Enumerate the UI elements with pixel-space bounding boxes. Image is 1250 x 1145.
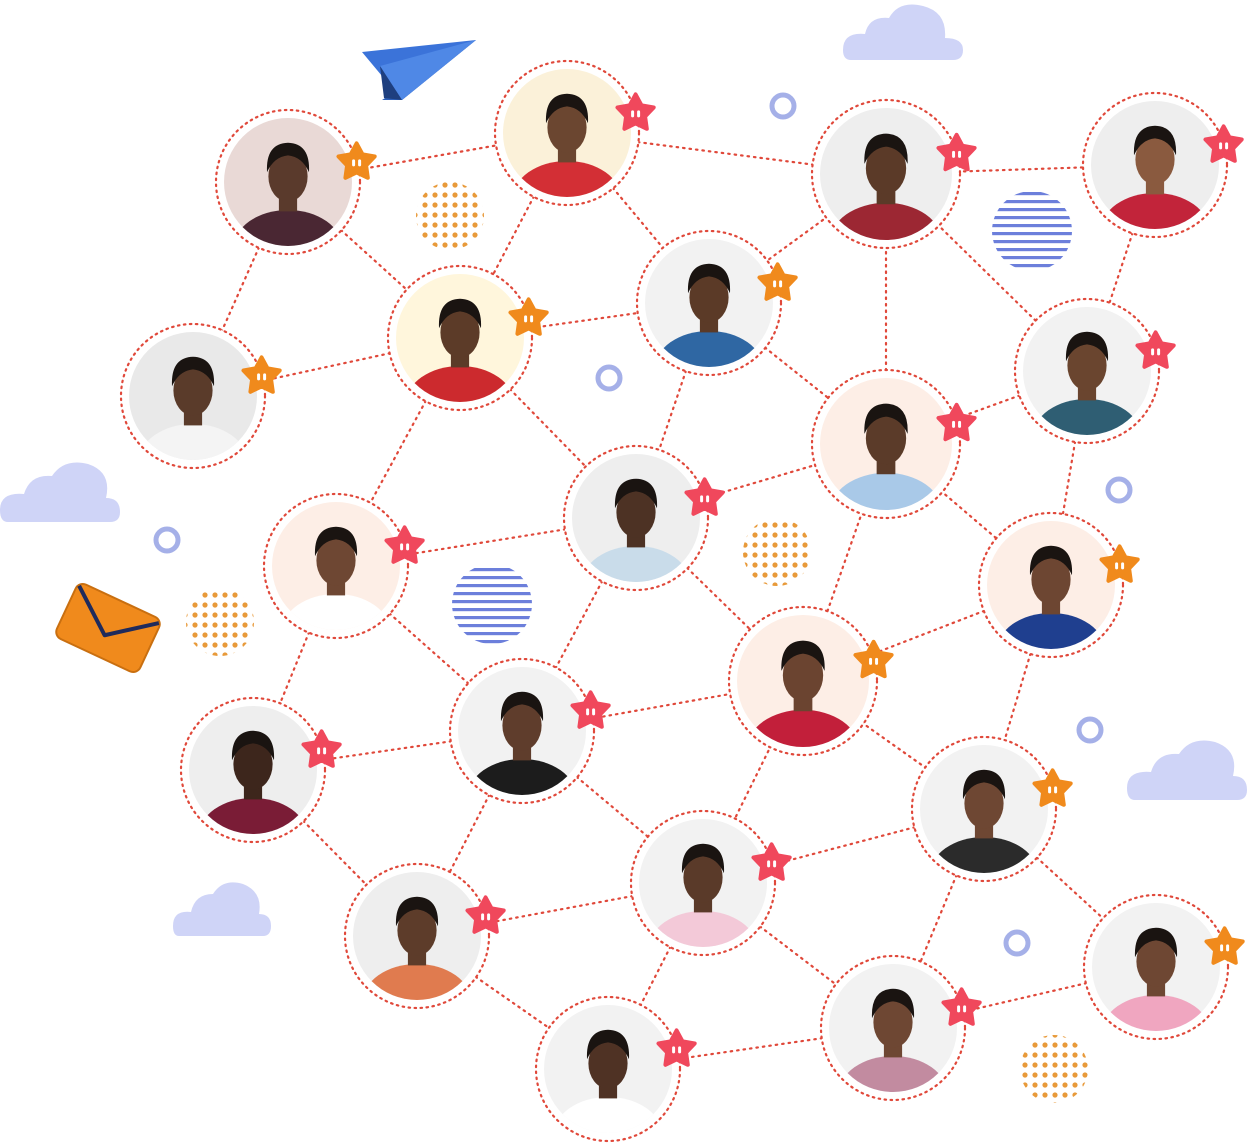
member-avatar[interactable] [214, 108, 377, 287]
person-photo [396, 274, 524, 402]
ring-decoration [153, 526, 181, 554]
star-badge-icon [936, 132, 977, 172]
cloud-icon [173, 882, 271, 936]
member-avatar[interactable] [386, 264, 549, 443]
member-avatar[interactable] [810, 98, 977, 282]
star-badge-icon [241, 355, 282, 394]
member-avatar[interactable] [1081, 91, 1244, 270]
person-photo [224, 118, 352, 246]
member-avatar[interactable] [629, 809, 792, 988]
cloud-icon [843, 4, 963, 60]
cloud-icon [0, 462, 120, 522]
member-avatar[interactable] [119, 322, 282, 501]
envelope-icon [55, 583, 161, 673]
star-badge-icon [508, 297, 549, 336]
member-avatar[interactable] [534, 995, 697, 1145]
member-avatar[interactable] [562, 444, 725, 623]
member-avatar[interactable] [727, 605, 894, 789]
ring-decoration [595, 364, 623, 392]
ring-decoration [1076, 716, 1104, 744]
person-photo [737, 615, 869, 747]
member-avatar[interactable] [977, 511, 1140, 690]
person-photo [544, 1005, 672, 1133]
member-avatar[interactable] [179, 696, 342, 875]
person-photo [1023, 307, 1151, 435]
star-badge-icon [936, 402, 977, 442]
person-photo [1091, 101, 1219, 229]
person-photo [639, 819, 767, 947]
person-photo [572, 454, 700, 582]
person-photo [458, 667, 586, 795]
paper-plane-icon [362, 40, 476, 100]
star-badge-icon [757, 262, 798, 301]
person-photo [645, 239, 773, 367]
star-badge-icon [1135, 330, 1176, 369]
star-badge-icon [1032, 768, 1073, 807]
star-badge-icon [684, 477, 725, 516]
decorations [0, 4, 1247, 1103]
member-avatar[interactable] [910, 735, 1073, 914]
person-photo [272, 502, 400, 630]
member-avatar[interactable] [448, 657, 611, 836]
striped-circle-decoration [992, 191, 1072, 271]
person-photo [129, 332, 257, 460]
person-photo [820, 378, 952, 510]
star-badge-icon [751, 842, 792, 881]
star-badge-icon [336, 141, 377, 180]
member-avatar[interactable] [1013, 297, 1176, 476]
ring-decoration [1003, 929, 1031, 957]
person-photo [189, 706, 317, 834]
ring-decoration [769, 92, 797, 120]
star-badge-icon [301, 729, 342, 768]
dotted-circle-decoration [186, 588, 254, 656]
person-photo [820, 108, 952, 240]
connection-line [801, 679, 986, 811]
member-avatar[interactable] [1082, 893, 1245, 1072]
member-avatar[interactable] [635, 229, 798, 408]
person-photo [503, 69, 631, 197]
member-avatar[interactable] [493, 59, 656, 238]
striped-circle-decoration [452, 564, 532, 644]
person-photo [987, 521, 1115, 649]
person-photo [829, 964, 957, 1092]
ring-decoration [1105, 476, 1133, 504]
star-badge-icon [615, 92, 656, 131]
person-photo [920, 745, 1048, 873]
people-nodes [119, 59, 1245, 1145]
star-badge-icon [465, 895, 506, 934]
dotted-circle-decoration [416, 182, 484, 250]
member-avatar[interactable] [819, 954, 982, 1133]
person-photo [353, 872, 481, 1000]
star-badge-icon [570, 690, 611, 729]
star-badge-icon [1204, 926, 1245, 965]
dotted-circle-decoration [743, 518, 811, 586]
connection-line [634, 442, 888, 520]
star-badge-icon [853, 639, 894, 679]
star-badge-icon [656, 1028, 697, 1067]
person-photo [1092, 903, 1220, 1031]
member-avatar[interactable] [262, 492, 425, 671]
member-avatar[interactable] [343, 862, 506, 1041]
star-badge-icon [941, 987, 982, 1026]
star-badge-icon [1099, 544, 1140, 583]
star-badge-icon [384, 525, 425, 564]
star-badge-icon [1203, 124, 1244, 163]
dotted-circle-decoration [1020, 1035, 1088, 1103]
cloud-icon [1127, 740, 1247, 800]
member-avatar[interactable] [810, 368, 977, 552]
